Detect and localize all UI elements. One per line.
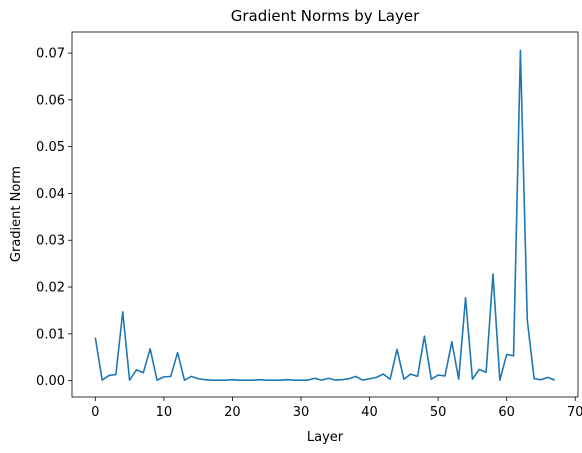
y-tick-label: 0.03: [36, 234, 65, 249]
x-tick-label: 50: [430, 405, 447, 420]
x-tick-label: 10: [156, 405, 173, 420]
x-tick-label: 30: [293, 405, 310, 420]
y-tick-label: 0.02: [36, 281, 65, 296]
x-tick-label: 20: [224, 405, 241, 420]
axes-frame: [71, 31, 579, 398]
y-tick-label: 0.04: [36, 187, 65, 202]
x-tick-label: 70: [567, 405, 582, 420]
series-line: [94, 49, 555, 381]
y-tick-label: 0.00: [36, 374, 65, 389]
x-tick-label: 60: [498, 405, 515, 420]
y-tick-label: 0.05: [36, 140, 65, 155]
y-tick-label: 0.01: [36, 327, 65, 342]
y-tick-label: 0.07: [36, 47, 65, 62]
y-axis-label: Gradient Norm: [9, 166, 24, 262]
x-tick-label: 0: [91, 405, 99, 420]
x-axis-label: Layer: [307, 430, 344, 445]
chart-title: Gradient Norms by Layer: [231, 7, 420, 25]
x-tick-label: 40: [361, 405, 378, 420]
y-tick-label: 0.06: [36, 93, 65, 108]
plot-area: 0 10 20 30 40 50 60 70 0.00 0.01 0.02 0.03 0.04 0.05 0…: [36, 31, 582, 420]
